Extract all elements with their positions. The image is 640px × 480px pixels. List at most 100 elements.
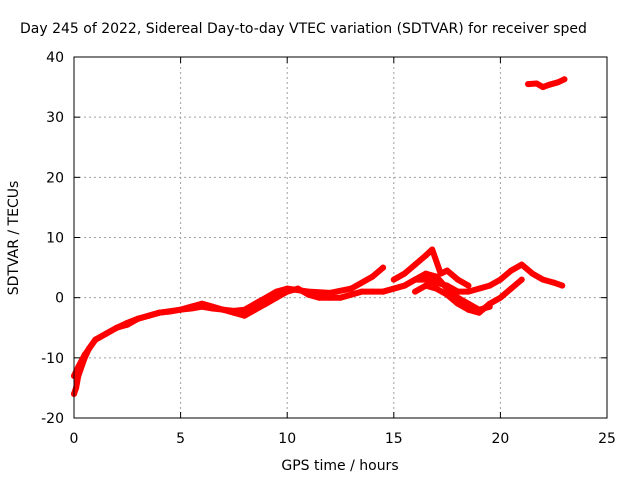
data-point xyxy=(422,270,429,277)
y-tick-label: 20 xyxy=(46,170,64,186)
y-tick-label: 0 xyxy=(55,291,64,307)
data-point xyxy=(262,294,269,301)
axis-ticks: 0 5 10 15 20 25 -20 -10 0 10 20 30 40 xyxy=(41,50,616,447)
data-point xyxy=(412,288,419,295)
data-point xyxy=(422,276,429,283)
data-point xyxy=(92,336,99,343)
chart-title: Day 245 of 2022, Sidereal Day-to-day VTE… xyxy=(20,21,587,37)
data-point xyxy=(433,285,440,292)
series-track-2 xyxy=(71,264,387,379)
data-point xyxy=(337,294,344,301)
data-series-layer xyxy=(71,76,568,397)
data-point xyxy=(444,267,451,274)
data-point xyxy=(380,288,387,295)
data-point xyxy=(273,294,280,301)
data-point xyxy=(465,300,472,307)
data-point xyxy=(437,270,444,277)
series-track-5 xyxy=(412,276,525,316)
data-point xyxy=(113,324,120,331)
x-tick-label: 10 xyxy=(278,431,296,447)
data-point xyxy=(422,252,429,259)
data-point xyxy=(380,264,387,271)
data-point xyxy=(486,282,493,289)
data-point xyxy=(412,261,419,268)
data-point xyxy=(422,282,429,289)
data-point xyxy=(241,306,248,313)
data-point xyxy=(390,285,397,292)
data-point xyxy=(559,282,566,289)
series-track-4 xyxy=(390,246,472,289)
data-point xyxy=(454,276,461,283)
data-point xyxy=(252,306,259,313)
data-point xyxy=(476,285,483,292)
data-point xyxy=(326,289,333,296)
data-point xyxy=(540,84,546,91)
data-point xyxy=(75,363,82,370)
data-point xyxy=(230,307,237,314)
data-point xyxy=(476,309,483,316)
data-point xyxy=(550,279,557,286)
y-tick-label: 40 xyxy=(46,50,64,66)
data-point xyxy=(358,288,365,295)
data-point xyxy=(518,261,525,268)
data-point xyxy=(561,76,568,83)
data-point xyxy=(454,300,461,307)
data-point xyxy=(508,285,515,292)
data-point xyxy=(273,288,280,295)
x-axis-label: GPS time / hours xyxy=(281,458,398,474)
data-point xyxy=(412,276,419,283)
data-point xyxy=(444,291,451,298)
data-point xyxy=(124,319,131,326)
series-track-6 xyxy=(525,76,568,91)
data-point xyxy=(429,246,436,253)
data-point xyxy=(73,384,80,391)
data-point xyxy=(252,300,259,307)
data-point xyxy=(156,309,163,316)
data-point xyxy=(145,312,152,319)
data-point xyxy=(497,294,504,301)
data-point xyxy=(525,81,532,88)
data-point xyxy=(198,300,205,307)
data-point xyxy=(401,282,408,289)
y-tick-label: 30 xyxy=(46,110,64,126)
data-point xyxy=(444,285,451,292)
data-point xyxy=(433,273,440,280)
series-line xyxy=(71,264,387,379)
data-point xyxy=(81,351,88,358)
y-tick-label: 10 xyxy=(46,231,64,247)
data-point xyxy=(103,330,109,337)
data-point xyxy=(508,267,515,274)
x-tick-label: 5 xyxy=(176,431,185,447)
x-tick-label: 0 xyxy=(70,431,79,447)
x-tick-label: 20 xyxy=(491,431,509,447)
data-point xyxy=(316,294,323,301)
data-point xyxy=(177,306,184,313)
data-point xyxy=(241,312,248,319)
gridlines xyxy=(74,57,607,418)
data-point xyxy=(305,288,312,295)
data-point xyxy=(369,273,376,280)
data-point xyxy=(348,285,355,292)
data-point xyxy=(220,306,227,313)
data-point xyxy=(369,288,376,295)
data-point xyxy=(390,276,397,283)
data-point xyxy=(486,300,493,307)
data-point xyxy=(497,276,504,283)
x-tick-label: 25 xyxy=(598,431,616,447)
data-point xyxy=(465,282,472,289)
data-point xyxy=(465,306,472,313)
data-point xyxy=(533,80,540,87)
data-point xyxy=(546,81,553,88)
y-tick-label: -20 xyxy=(41,411,64,427)
y-tick-label: -10 xyxy=(41,351,64,367)
data-point xyxy=(284,285,291,292)
data-point xyxy=(262,300,269,307)
series-track-1 xyxy=(71,261,566,397)
data-point xyxy=(209,303,216,310)
data-point xyxy=(326,294,333,301)
data-point xyxy=(518,276,525,283)
data-point xyxy=(529,270,536,277)
data-point xyxy=(401,270,408,277)
data-point xyxy=(135,315,141,322)
